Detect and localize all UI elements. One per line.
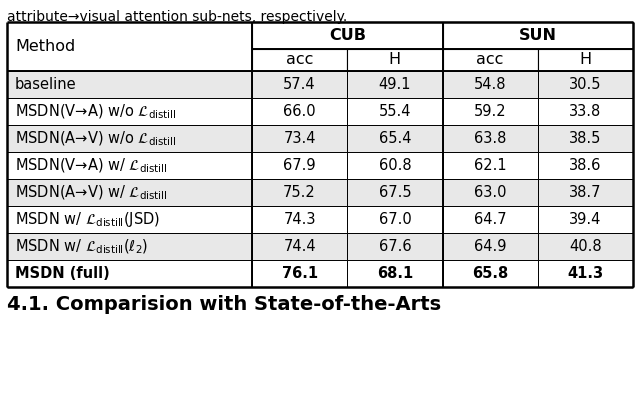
Text: 30.5: 30.5 [569,77,602,92]
Bar [442,22,633,49]
Bar [348,49,442,71]
Bar [538,260,633,287]
Text: 39.4: 39.4 [569,212,602,227]
Bar [7,152,252,179]
Bar [348,233,442,260]
Text: 33.8: 33.8 [569,104,602,119]
Text: 67.9: 67.9 [284,158,316,173]
Bar [252,22,442,49]
Text: MSDN(V→A) w/o $\mathcal{L}_{\rm distill}$: MSDN(V→A) w/o $\mathcal{L}_{\rm distill}… [15,102,177,121]
Bar [538,152,633,179]
Bar [252,260,348,287]
Text: 41.3: 41.3 [567,266,604,281]
Bar [442,125,538,152]
Text: baseline: baseline [15,77,77,92]
Text: 54.8: 54.8 [474,77,506,92]
Bar [252,179,348,206]
Bar [442,152,538,179]
Bar [442,206,538,233]
Text: 74.3: 74.3 [284,212,316,227]
Bar [7,233,252,260]
Bar [442,98,538,125]
Bar [252,233,348,260]
Bar [252,98,348,125]
Bar [538,49,633,71]
Text: 66.0: 66.0 [284,104,316,119]
Bar [348,125,442,152]
Bar [538,125,633,152]
Text: 49.1: 49.1 [379,77,411,92]
Text: 75.2: 75.2 [284,185,316,200]
Text: attribute→visual attention sub-nets, respectively.: attribute→visual attention sub-nets, res… [7,10,348,24]
Text: 64.7: 64.7 [474,212,506,227]
Bar [348,206,442,233]
Bar [252,152,348,179]
Text: 67.6: 67.6 [379,239,411,254]
Bar [7,125,252,152]
Text: MSDN w/ $\mathcal{L}_{\rm distill}$(JSD): MSDN w/ $\mathcal{L}_{\rm distill}$(JSD) [15,210,160,229]
Text: 65.4: 65.4 [379,131,411,146]
Bar [538,71,633,98]
Text: H: H [579,53,591,67]
Bar [442,71,538,98]
Text: 60.8: 60.8 [379,158,411,173]
Bar [252,71,348,98]
Bar [538,179,633,206]
Text: MSDN(V→A) w/ $\mathcal{L}_{\rm distill}$: MSDN(V→A) w/ $\mathcal{L}_{\rm distill}$ [15,156,168,175]
Bar [348,179,442,206]
Bar [7,71,252,98]
Text: 65.8: 65.8 [472,266,508,281]
Bar [7,206,252,233]
Text: 62.1: 62.1 [474,158,506,173]
Bar [348,98,442,125]
Bar [7,98,252,125]
Text: 63.8: 63.8 [474,131,506,146]
Text: SUN: SUN [519,28,557,43]
Bar [442,233,538,260]
Bar [442,49,538,71]
Text: 67.0: 67.0 [378,212,412,227]
Bar [538,233,633,260]
Text: 67.5: 67.5 [379,185,411,200]
Text: 55.4: 55.4 [379,104,411,119]
Text: 73.4: 73.4 [284,131,316,146]
Bar [538,98,633,125]
Text: 64.9: 64.9 [474,239,506,254]
Text: 59.2: 59.2 [474,104,506,119]
Text: 38.7: 38.7 [569,185,602,200]
Text: 57.4: 57.4 [284,77,316,92]
Bar [252,125,348,152]
Bar [538,206,633,233]
Bar [7,179,252,206]
Bar [7,22,633,71]
Bar [252,206,348,233]
Bar [348,152,442,179]
Bar [252,49,348,71]
Bar [442,260,538,287]
Text: Method: Method [15,39,76,54]
Text: MSDN(A→V) w/o $\mathcal{L}_{\rm distill}$: MSDN(A→V) w/o $\mathcal{L}_{\rm distill}… [15,129,177,148]
Bar [348,260,442,287]
Text: 76.1: 76.1 [282,266,317,281]
Text: 4.1. Comparision with State-of-the-Arts: 4.1. Comparision with State-of-the-Arts [7,295,441,314]
Text: acc: acc [286,53,314,67]
Text: MSDN(A→V) w/ $\mathcal{L}_{\rm distill}$: MSDN(A→V) w/ $\mathcal{L}_{\rm distill}$ [15,183,168,202]
Text: 40.8: 40.8 [569,239,602,254]
Text: CUB: CUB [329,28,365,43]
Text: 63.0: 63.0 [474,185,506,200]
Text: 38.6: 38.6 [569,158,602,173]
Text: 74.4: 74.4 [284,239,316,254]
Text: acc: acc [476,53,504,67]
Text: 38.5: 38.5 [569,131,602,146]
Bar [7,260,252,287]
Bar [348,71,442,98]
Text: 68.1: 68.1 [377,266,413,281]
Bar [442,179,538,206]
Text: MSDN w/ $\mathcal{L}_{\rm distill}$($\ell_2$): MSDN w/ $\mathcal{L}_{\rm distill}$($\el… [15,237,148,256]
Text: H: H [389,53,401,67]
Text: MSDN (full): MSDN (full) [15,266,109,281]
